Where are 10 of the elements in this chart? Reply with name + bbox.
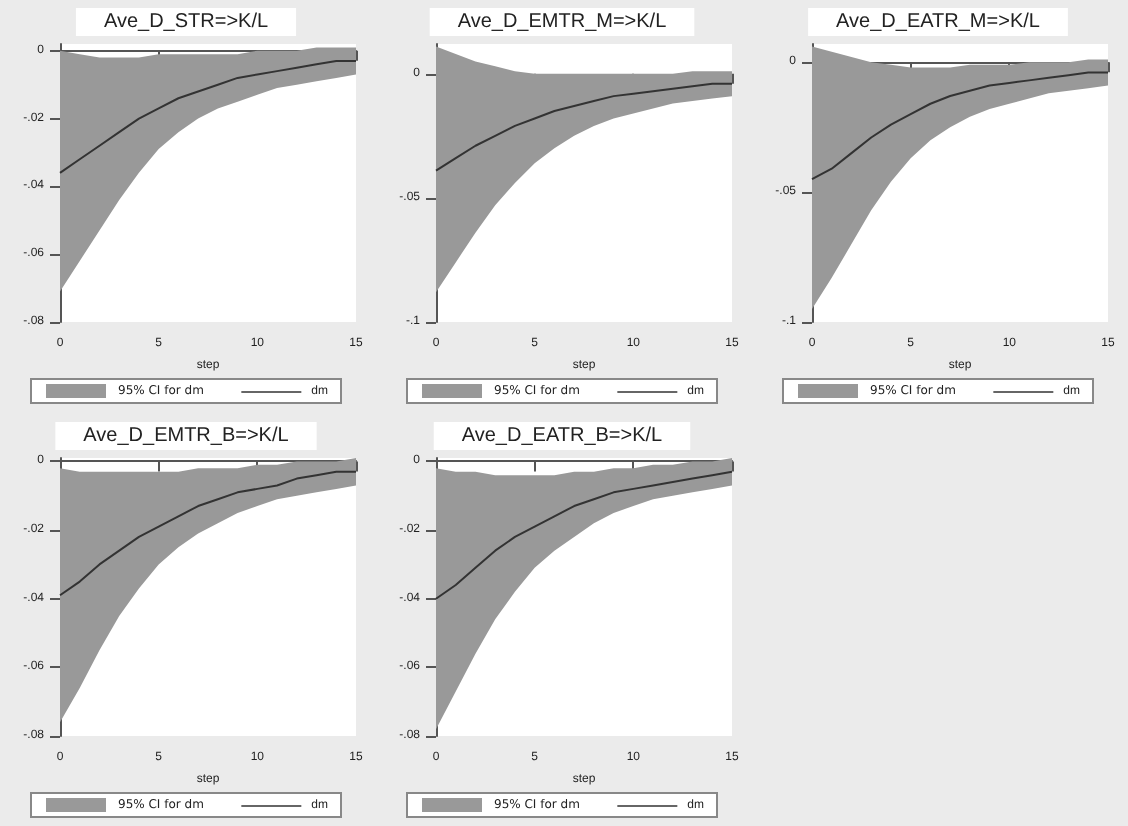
- line-series: [435, 82, 733, 172]
- chart-title: Ave_D_EMTR_M=>K/L: [457, 11, 668, 33]
- line-series: [435, 470, 733, 600]
- line-series: [59, 470, 357, 597]
- chart-title: Ave_D_EATR_M=>K/L: [836, 11, 1041, 33]
- chart-title: Ave_D_EMTR_B=>K/L: [83, 425, 290, 447]
- line-series: [811, 71, 1109, 181]
- chart-title: Ave_D_STR=>K/L: [103, 11, 269, 33]
- line-series: [59, 59, 357, 174]
- chart-title: Ave_D_EATR_B=>K/L: [461, 425, 664, 447]
